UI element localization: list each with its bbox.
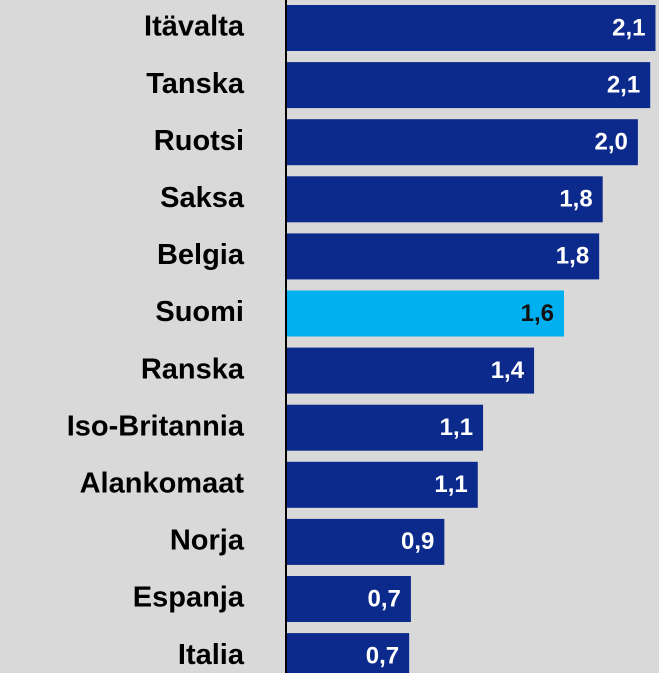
value-label: 1,1 — [434, 471, 467, 498]
bar — [286, 576, 411, 622]
bar — [286, 518, 445, 565]
value-label: 0,9 — [401, 528, 434, 555]
value-label: 0,7 — [368, 585, 401, 612]
category-label: Ruotsi — [154, 125, 244, 157]
bar — [286, 404, 484, 451]
value-label: 2,1 — [607, 71, 640, 98]
category-label: Saksa — [160, 182, 245, 214]
bar — [286, 176, 603, 223]
value-label: 2,0 — [595, 129, 628, 156]
bar — [286, 290, 564, 337]
category-label: Belgia — [157, 239, 245, 271]
value-label: 1,8 — [559, 186, 592, 213]
bar — [286, 62, 651, 109]
bar — [286, 119, 638, 166]
bar — [286, 5, 656, 51]
category-label: Tanska — [146, 68, 245, 100]
value-label: 1,8 — [556, 243, 589, 270]
bar — [286, 233, 600, 280]
bar — [286, 461, 478, 508]
value-label: 0,7 — [366, 642, 399, 669]
category-label: Suomi — [155, 296, 244, 328]
bar — [286, 633, 410, 673]
category-label: Itävalta — [144, 11, 245, 43]
category-label: Espanja — [133, 582, 245, 614]
category-label: Italia — [178, 639, 245, 671]
category-label: Iso-Britannia — [67, 410, 245, 442]
category-label: Alankomaat — [80, 467, 245, 499]
value-label: 1,6 — [521, 300, 554, 327]
value-label: 2,1 — [612, 14, 645, 41]
category-label: Norja — [170, 525, 245, 557]
value-label: 1,4 — [491, 357, 525, 384]
category-label: Ranska — [141, 353, 245, 385]
value-label: 1,1 — [440, 414, 473, 441]
bar — [286, 347, 535, 394]
